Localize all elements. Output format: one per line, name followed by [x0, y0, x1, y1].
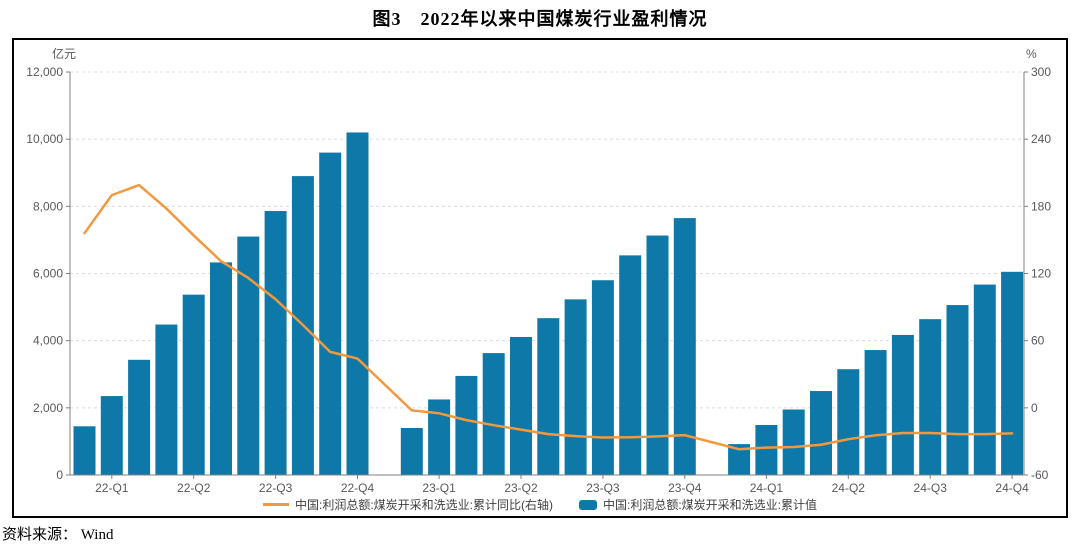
- left-axis-unit: 亿元: [52, 46, 76, 61]
- x-tick-label-23-Q4: 23-Q4: [668, 481, 702, 495]
- line-swatch-icon: [262, 503, 289, 506]
- bar-2022-03: [100, 396, 123, 475]
- legend-item-line: 中国:利润总额:煤炭开采和洗选业:累计同比(右轴): [262, 496, 553, 513]
- chart-title: 图3 2022年以来中国煤炭行业盈利情况: [372, 9, 708, 29]
- bar-2024-04: [782, 409, 805, 475]
- right-tick-label: 180: [1031, 199, 1051, 213]
- bar-2024-09: [919, 319, 942, 475]
- bar-2024-05: [810, 391, 832, 475]
- right-tick-label: 0: [1031, 401, 1038, 415]
- right-tick-label: 120: [1031, 267, 1051, 281]
- left-tick-label: 12,000: [26, 65, 63, 79]
- right-tick-label: 240: [1031, 132, 1051, 146]
- x-tick-label-24-Q1: 24-Q1: [750, 481, 784, 495]
- bar-2023-05: [482, 353, 505, 475]
- x-tick-label-22-Q1: 22-Q1: [95, 481, 129, 495]
- legend-bar-label: 中国:利润总额:煤炭开采和洗选业:累计值: [602, 498, 817, 512]
- left-tick-label: 6,000: [33, 267, 63, 281]
- profit-chart: 0 2,000 4,000 6,000 8,000 10,000 12,000 亿元 -60 0 6…: [26, 46, 1051, 495]
- bar-2023-12: [673, 218, 696, 475]
- bar-2024-08: [891, 334, 914, 475]
- legend: 中国:利润总额:煤炭开采和洗选业:累计同比(右轴) 中国:利润总额:煤炭开采和洗…: [14, 496, 1066, 513]
- right-axis-unit: %: [1026, 47, 1037, 61]
- bar-2022-07: [210, 262, 232, 475]
- bar-2024-02: [728, 444, 751, 475]
- bar-2023-03: [428, 399, 451, 475]
- x-tick-label-23-Q3: 23-Q3: [586, 481, 620, 495]
- bar-2022-09: [264, 211, 287, 475]
- x-axis: 22-Q1 22-Q2 22-Q3 22-Q4 23-Q1 23-Q2 23-Q3 23-Q4…: [70, 474, 1029, 495]
- x-tick-label-22-Q4: 22-Q4: [341, 481, 375, 495]
- legend-item-bar: 中国:利润总额:煤炭开采和洗选业:累计值: [578, 496, 817, 513]
- bar-2022-06: [182, 294, 205, 475]
- bar-2023-08: [564, 299, 587, 475]
- x-tick-label-23-Q2: 23-Q2: [504, 481, 538, 495]
- bar-2022-08: [237, 236, 260, 475]
- bar-2024-12: [1001, 271, 1024, 475]
- bar-2023-09: [591, 280, 614, 475]
- bar-2023-04: [455, 375, 478, 475]
- chart-frame: 0 2,000 4,000 6,000 8,000 10,000 12,000 亿元 -60 0 6…: [12, 38, 1068, 518]
- x-tick-label-22-Q3: 22-Q3: [259, 481, 293, 495]
- right-axis: -60 0 60 120 180 240 300%: [1023, 47, 1051, 482]
- bar-2022-11: [319, 152, 342, 475]
- yoy-line: [83, 183, 1014, 451]
- bar-2024-11: [973, 284, 996, 475]
- x-tick-label-24-Q3: 24-Q3: [914, 481, 948, 495]
- bar-2024-06: [837, 369, 860, 475]
- data-source: 资料来源： Wind: [2, 527, 114, 543]
- x-tick-label-24-Q2: 24-Q2: [832, 481, 866, 495]
- left-tick-label: 8,000: [33, 199, 63, 213]
- bar-2023-06: [510, 336, 532, 475]
- bar-2022-04: [128, 359, 151, 475]
- bar-2024-10: [946, 305, 969, 475]
- left-axis: 0 2,000 4,000 6,000 8,000 10,000 12,000 亿元: [26, 46, 76, 482]
- bar-2024-07: [864, 350, 887, 475]
- bar-swatch-icon: [578, 499, 597, 510]
- bar-2023-11: [646, 235, 669, 475]
- right-tick-label: -60: [1031, 468, 1049, 482]
- left-tick-label: 4,000: [33, 334, 63, 348]
- left-tick-label: 10,000: [26, 132, 63, 146]
- bar-2023-02: [400, 427, 423, 475]
- right-tick-label: 60: [1031, 334, 1045, 348]
- bar-2024-03: [755, 424, 778, 475]
- bar-2022-02: [73, 426, 96, 475]
- x-tick-label-24-Q4: 24-Q4: [995, 481, 1029, 495]
- left-tick-label: 2,000: [33, 401, 63, 415]
- left-tick-label: 0: [56, 468, 63, 482]
- bar-2023-10: [619, 255, 642, 475]
- bar-2022-05: [155, 324, 178, 475]
- x-tick-label-22-Q2: 22-Q2: [177, 481, 211, 495]
- bar-2022-12: [346, 132, 369, 475]
- bar-series: [73, 132, 1024, 475]
- bar-2023-07: [537, 318, 560, 475]
- legend-line-label: 中国:利润总额:煤炭开采和洗选业:累计同比(右轴): [294, 498, 553, 512]
- x-tick-label-23-Q1: 23-Q1: [422, 481, 456, 495]
- right-tick-label: 300: [1031, 65, 1051, 79]
